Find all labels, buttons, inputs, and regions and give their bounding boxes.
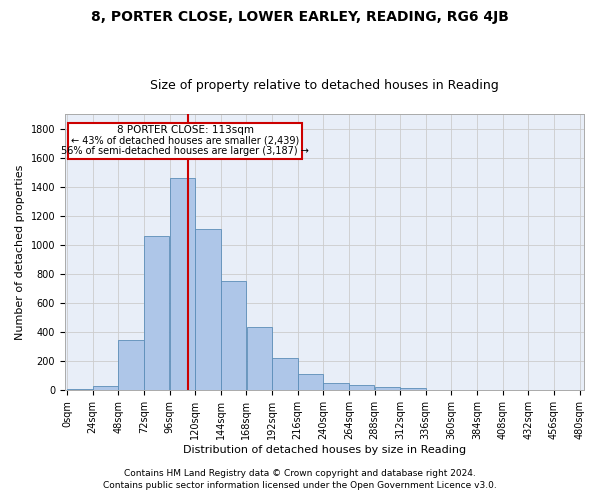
Bar bbox=[221, 282, 246, 391]
Bar bbox=[349, 384, 374, 390]
Bar bbox=[196, 229, 221, 390]
Bar bbox=[118, 340, 144, 390]
Bar bbox=[400, 388, 425, 390]
Title: Size of property relative to detached houses in Reading: Size of property relative to detached ho… bbox=[150, 79, 499, 92]
Bar bbox=[247, 327, 272, 390]
Bar bbox=[375, 386, 400, 390]
Bar bbox=[323, 383, 349, 390]
Bar bbox=[272, 358, 298, 390]
Text: 56% of semi-detached houses are larger (3,187) →: 56% of semi-detached houses are larger (… bbox=[61, 146, 309, 156]
Bar bbox=[93, 386, 118, 390]
FancyBboxPatch shape bbox=[68, 122, 302, 159]
Text: 8, PORTER CLOSE, LOWER EARLEY, READING, RG6 4JB: 8, PORTER CLOSE, LOWER EARLEY, READING, … bbox=[91, 10, 509, 24]
Bar bbox=[67, 389, 92, 390]
X-axis label: Distribution of detached houses by size in Reading: Distribution of detached houses by size … bbox=[183, 445, 466, 455]
Text: 8 PORTER CLOSE: 113sqm: 8 PORTER CLOSE: 113sqm bbox=[116, 125, 254, 135]
Y-axis label: Number of detached properties: Number of detached properties bbox=[15, 164, 25, 340]
Bar bbox=[144, 236, 169, 390]
Text: ← 43% of detached houses are smaller (2,439): ← 43% of detached houses are smaller (2,… bbox=[71, 135, 299, 145]
Bar bbox=[298, 374, 323, 390]
Text: Contains HM Land Registry data © Crown copyright and database right 2024.
Contai: Contains HM Land Registry data © Crown c… bbox=[103, 469, 497, 490]
Bar bbox=[170, 178, 195, 390]
